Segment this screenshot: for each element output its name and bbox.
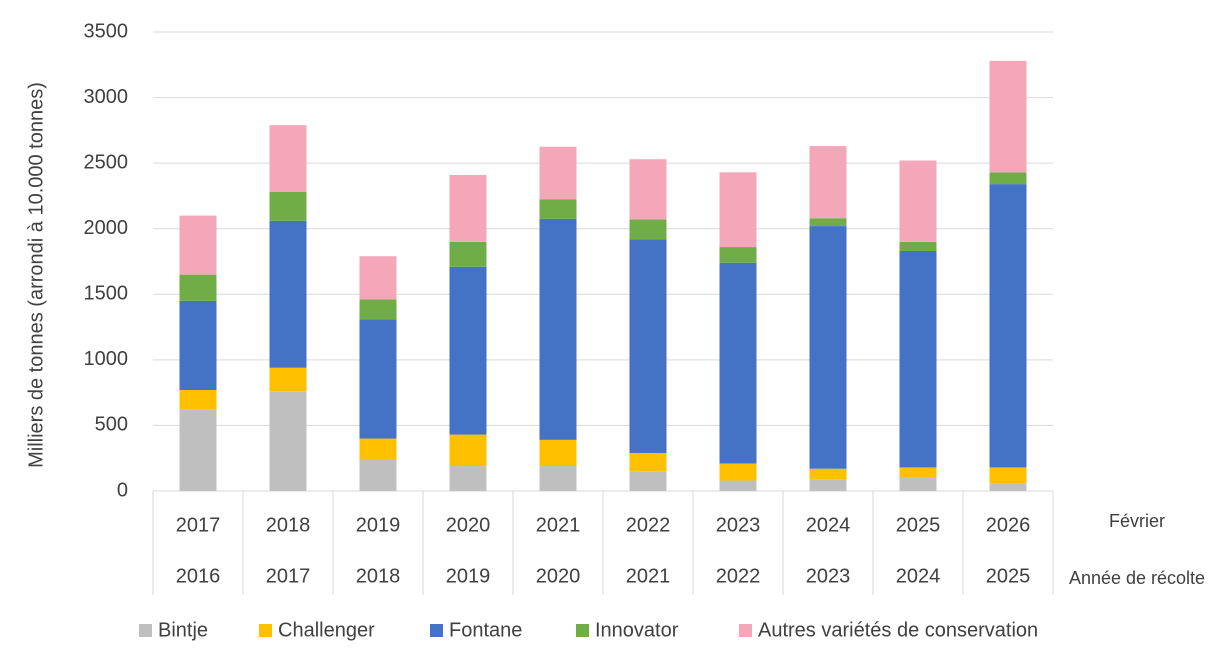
bar-segment [359, 438, 397, 460]
legend-label: Autres variétés de conservation [758, 619, 1038, 641]
y-tick-label: 0 [117, 479, 128, 501]
bar-segment [899, 251, 937, 468]
bar-segment [719, 463, 757, 481]
bar-segment [269, 191, 307, 221]
bar-segment [899, 241, 937, 252]
x-tick-label-harvest: 2023 [806, 565, 851, 587]
bar-segment [359, 319, 397, 439]
bar-segment [989, 483, 1027, 491]
x-tick-label: 2017 [176, 514, 221, 536]
legend-swatch [430, 624, 443, 637]
bar-segment [719, 262, 757, 464]
bar-segment [989, 60, 1027, 173]
bar-segment [629, 452, 667, 472]
x-tick-label-harvest: 2024 [896, 565, 941, 587]
legend-label: Bintje [158, 619, 208, 641]
bar-segment [179, 215, 217, 275]
y-axis-title: Milliers de tonnes (arrondi à 10.000 ton… [25, 82, 47, 468]
y-tick-label: 500 [95, 414, 128, 436]
y-tick-label: 1500 [84, 283, 129, 305]
legend-swatch [576, 624, 589, 637]
bar-segment [449, 174, 487, 242]
bar-segment [899, 477, 937, 491]
bar-segment [179, 300, 217, 391]
x-tick-label: 2024 [806, 514, 851, 536]
bar-segment [539, 218, 577, 440]
bar-segment [449, 241, 487, 267]
bar-segment [539, 199, 577, 219]
bar-segment [449, 266, 487, 435]
x-tick-label-harvest: 2022 [716, 565, 761, 587]
x-tick-label: 2025 [896, 514, 941, 536]
x-tick-label: 2019 [356, 514, 401, 536]
bar-segment [989, 172, 1027, 185]
bar-segment [539, 146, 577, 200]
row-label: Février [1109, 511, 1165, 531]
bar-segment [629, 219, 667, 240]
bar-segment [359, 256, 397, 300]
x-tick-label: 2018 [266, 514, 311, 536]
bar-segment [629, 471, 667, 491]
legend-swatch [259, 624, 272, 637]
bar-segment [269, 367, 307, 392]
bar-segment [809, 218, 847, 227]
bar-segment [899, 160, 937, 242]
bar-segment [449, 434, 487, 467]
bar-segment [809, 146, 847, 219]
y-tick-label: 3000 [84, 86, 129, 108]
bar-segment [539, 439, 577, 467]
legend-swatch [739, 624, 752, 637]
bar-segment [719, 247, 757, 263]
x-tick-label: 2020 [446, 514, 491, 536]
x-tick-label: 2022 [626, 514, 671, 536]
bar-segment [449, 466, 487, 491]
bar-segment [899, 467, 937, 478]
bar-segment [359, 299, 397, 320]
bar-segment [359, 459, 397, 491]
bar-segment [719, 172, 757, 248]
bar-segment [269, 391, 307, 491]
x-tick-label-harvest: 2025 [986, 565, 1031, 587]
bar-segment [719, 480, 757, 491]
row-label: Année de récolte [1069, 568, 1205, 588]
x-tick-label-harvest: 2019 [446, 565, 491, 587]
y-tick-label: 2500 [84, 151, 129, 173]
legend-label: Challenger [278, 619, 375, 641]
bar-segment [629, 239, 667, 453]
x-tick-label: 2026 [986, 514, 1031, 536]
bar-segment [989, 467, 1027, 484]
x-tick-label-harvest: 2021 [626, 565, 671, 587]
bar-segment [539, 466, 577, 491]
bar-segment [179, 274, 217, 301]
legend-label: Innovator [595, 619, 679, 641]
y-tick-label: 3500 [84, 20, 129, 42]
x-tick-label: 2023 [716, 514, 761, 536]
bar-segment [809, 479, 847, 491]
x-tick-label-harvest: 2020 [536, 565, 581, 587]
legend-swatch [139, 624, 152, 637]
bar-segment [809, 226, 847, 469]
x-tick-label-harvest: 2016 [176, 565, 221, 587]
y-tick-label: 1000 [84, 348, 129, 370]
y-tick-label: 2000 [84, 217, 129, 239]
x-tick-label: 2021 [536, 514, 581, 536]
bar-segment [269, 125, 307, 192]
x-tick-label-harvest: 2018 [356, 565, 401, 587]
bar-segment [179, 390, 217, 410]
bar-segment [179, 409, 217, 491]
bar-segment [269, 220, 307, 368]
bar-segment [809, 468, 847, 480]
legend-label: Fontane [449, 619, 522, 641]
bar-segment [989, 184, 1027, 468]
x-tick-label-harvest: 2017 [266, 565, 311, 587]
bar-segment [629, 159, 667, 220]
